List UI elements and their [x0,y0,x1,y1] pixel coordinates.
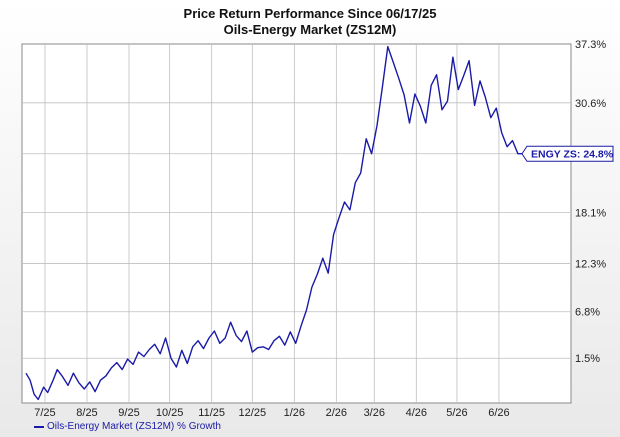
y-tick-label: 1.5% [575,353,600,365]
x-tick-label: 11/25 [198,407,225,419]
x-tick-label: 2/26 [326,407,347,419]
legend-line-swatch [34,425,44,428]
grid-lines [22,44,571,403]
x-tick-label: 10/25 [156,407,184,419]
chart-title: Price Return Performance Since 06/17/25 [183,6,437,21]
legend-label: Oils-Energy Market (ZS12M) % Growth [47,421,221,432]
x-tick-label: 4/26 [406,407,427,419]
x-axis-ticks: 7/25 8/25 9/25 10/25 11/25 12/25 1/26 2/26 3/26 4… [34,407,509,419]
x-tick-label: 6/26 [488,407,509,419]
x-tick-label: 1/26 [284,407,305,419]
x-tick-label: 8/25 [76,407,97,419]
plot-area [21,43,572,404]
series-group [25,45,522,401]
series-line [25,45,522,401]
x-tick-label: 9/25 [118,407,139,419]
x-tick-label: 7/25 [34,407,55,419]
legend: Oils-Energy Market (ZS12M) % Growth [34,421,221,432]
y-tick-label: 12.3% [575,258,606,270]
y-tick-label: 30.6% [575,98,606,110]
y-tick-label: 18.1% [575,208,606,220]
y-tick-label: 37.3% [575,39,606,51]
x-tick-label: 5/26 [446,407,467,419]
end-value-label: ENGY ZS: 24.8% [521,145,614,162]
chart-subtitle: Oils-Energy Market (ZS12M) [223,22,397,37]
x-tick-label: 12/25 [239,407,267,419]
y-tick-label: 6.8% [575,307,600,319]
end-label-text: ENGY ZS: 24.8% [531,149,614,161]
y-axis-ticks: 1.5% 6.8% 12.3% 18.1% 30.6% 37.3% [575,39,606,365]
end-label-box [521,145,614,162]
x-tick-label: 3/26 [364,407,385,419]
